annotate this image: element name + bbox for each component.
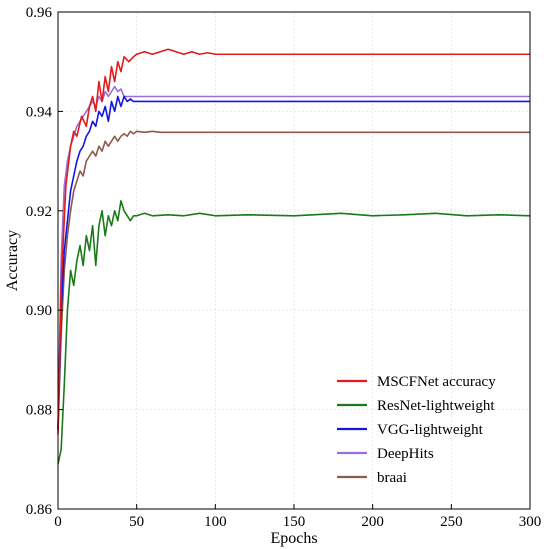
series-line-resnet-lightweight (57, 200, 531, 465)
x-axis-label: Epochs (270, 530, 317, 547)
series-line-vgg-lightweight (57, 95, 530, 430)
y-tick-label: 0.96 (26, 5, 53, 21)
x-tick-label: 200 (361, 514, 384, 530)
series-line-mscfnet-accuracy (57, 48, 530, 435)
y-tick-label: 0.94 (26, 104, 53, 120)
legend-label: DeepHits (377, 446, 434, 462)
y-tick-label: 0.90 (26, 303, 52, 319)
legend-item-resnet-lightweight: ResNet-lightweight (337, 398, 495, 414)
legend-item-deephits: DeepHits (337, 446, 434, 462)
legend-item-braai: braai (337, 470, 407, 486)
series-line-braai (57, 130, 530, 430)
y-tick-label: 0.86 (26, 502, 53, 518)
y-axis-label: Accuracy (4, 230, 21, 291)
legend-label: braai (377, 470, 407, 486)
x-tick-label: 0 (54, 514, 62, 530)
series-line-deephits (57, 85, 530, 430)
x-tick-label: 50 (129, 514, 144, 530)
legend-label: MSCFNet accuracy (377, 374, 496, 390)
legend: MSCFNet accuracy ResNet-lightweight VGG-li… (337, 374, 496, 486)
legend-label: ResNet-lightweight (377, 398, 495, 414)
legend-label: VGG-lightweight (377, 422, 484, 438)
y-tick-label: 0.88 (26, 403, 52, 419)
x-tick-label: 300 (519, 514, 542, 530)
x-axis-ticks: 0 50 100 150 200 250 300 (54, 504, 541, 530)
y-tick-label: 0.92 (26, 204, 52, 220)
legend-item-vgg-lightweight: VGG-lightweight (337, 422, 484, 438)
series-lines (57, 48, 531, 465)
legend-item-mscfnet-accuracy: MSCFNet accuracy (337, 374, 496, 390)
x-tick-label: 250 (440, 514, 463, 530)
x-tick-label: 150 (283, 514, 306, 530)
y-axis-ticks: 0.86 0.88 0.90 0.92 0.94 0.96 (26, 5, 63, 518)
x-tick-label: 100 (204, 514, 227, 530)
